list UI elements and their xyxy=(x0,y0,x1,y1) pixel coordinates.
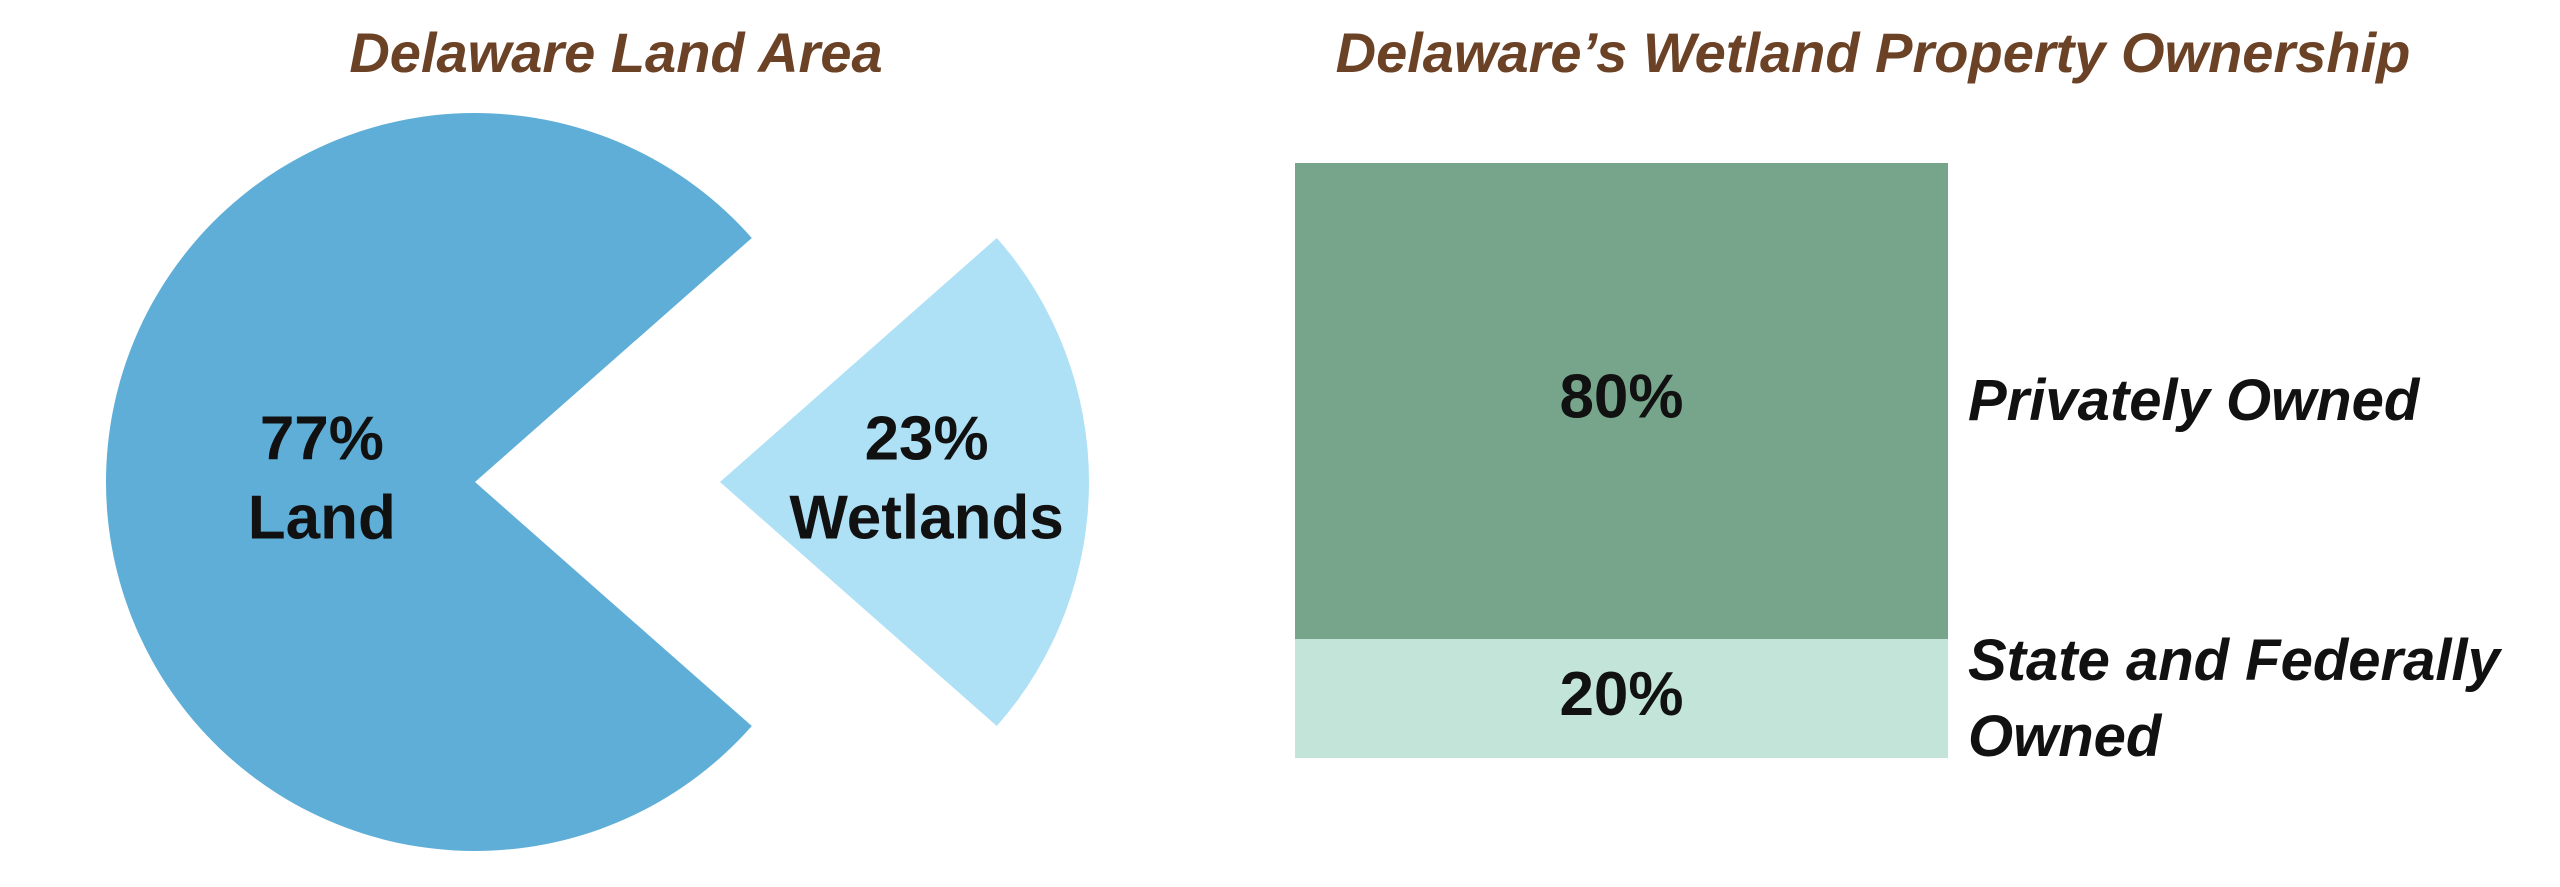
legend-label: State and Federally Owned xyxy=(1968,627,2500,769)
pie-slice xyxy=(720,237,1089,727)
value-label: 77% xyxy=(260,404,384,473)
category-label: Wetlands xyxy=(789,483,1063,552)
value-label: 20% xyxy=(1559,660,1683,729)
pie-slice xyxy=(106,112,752,851)
chart-title: Delaware Land Area xyxy=(349,21,882,84)
value-label: 80% xyxy=(1559,362,1683,431)
chart-title: Delaware’s Wetland Property Ownership xyxy=(1336,21,2411,84)
bar-segment xyxy=(1295,163,1948,639)
category-label: Land xyxy=(248,483,396,552)
value-label: 23% xyxy=(865,404,989,473)
legend-label: Privately Owned xyxy=(1968,368,2420,433)
bar-segment xyxy=(1295,639,1948,758)
